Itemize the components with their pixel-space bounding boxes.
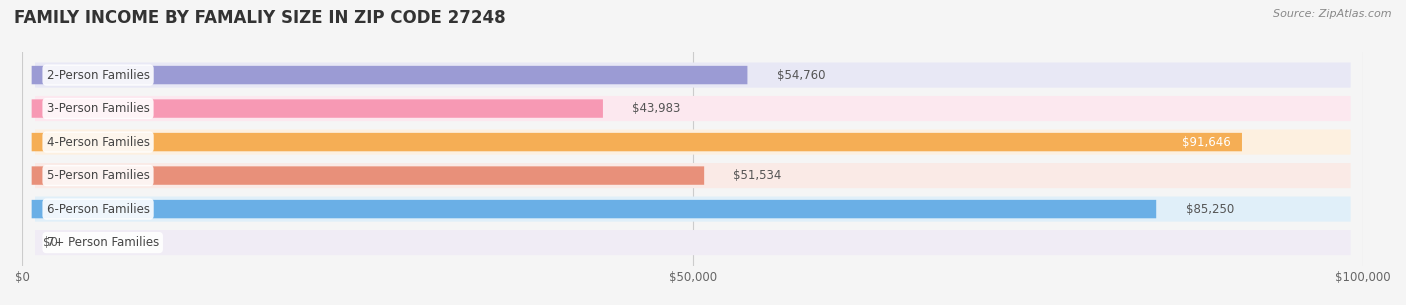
- Text: $0: $0: [42, 236, 58, 249]
- Text: $51,534: $51,534: [734, 169, 782, 182]
- FancyBboxPatch shape: [32, 99, 603, 118]
- FancyBboxPatch shape: [32, 133, 1241, 151]
- Text: $54,760: $54,760: [776, 69, 825, 81]
- Text: $43,983: $43,983: [633, 102, 681, 115]
- Text: $85,250: $85,250: [1185, 203, 1234, 216]
- FancyBboxPatch shape: [35, 96, 1351, 121]
- FancyBboxPatch shape: [35, 63, 1351, 88]
- FancyBboxPatch shape: [35, 163, 1351, 188]
- Text: 4-Person Families: 4-Person Families: [46, 135, 149, 149]
- Text: 7+ Person Families: 7+ Person Families: [46, 236, 159, 249]
- Text: 3-Person Families: 3-Person Families: [46, 102, 149, 115]
- Text: 5-Person Families: 5-Person Families: [46, 169, 149, 182]
- FancyBboxPatch shape: [35, 196, 1351, 222]
- Text: FAMILY INCOME BY FAMALIY SIZE IN ZIP CODE 27248: FAMILY INCOME BY FAMALIY SIZE IN ZIP COD…: [14, 9, 506, 27]
- FancyBboxPatch shape: [35, 230, 1351, 255]
- Text: 2-Person Families: 2-Person Families: [46, 69, 149, 81]
- Text: $91,646: $91,646: [1182, 135, 1232, 149]
- Text: 6-Person Families: 6-Person Families: [46, 203, 149, 216]
- Text: Source: ZipAtlas.com: Source: ZipAtlas.com: [1274, 9, 1392, 19]
- FancyBboxPatch shape: [32, 66, 748, 84]
- FancyBboxPatch shape: [35, 130, 1351, 155]
- FancyBboxPatch shape: [32, 200, 1156, 218]
- FancyBboxPatch shape: [32, 166, 704, 185]
